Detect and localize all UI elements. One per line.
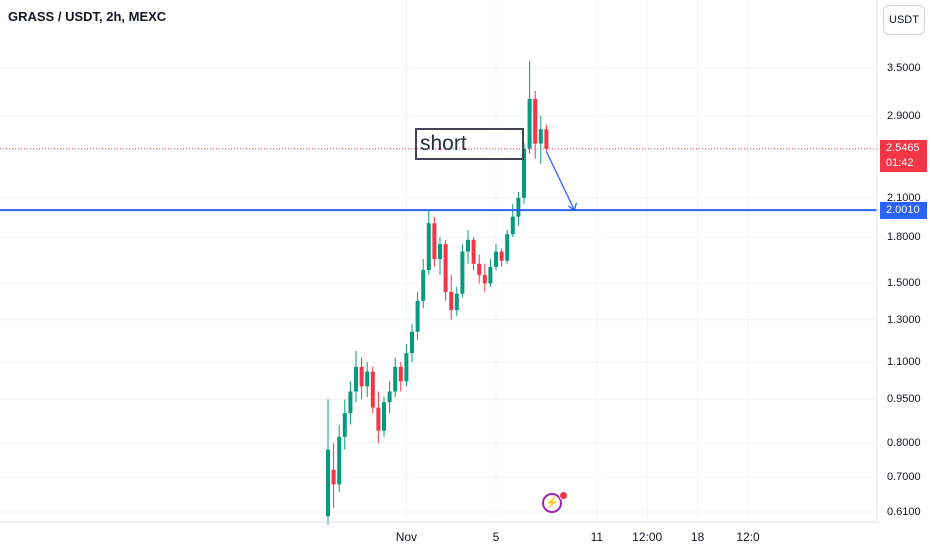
candle-body (382, 402, 386, 431)
short-annotation-box[interactable]: short (415, 128, 524, 160)
candle-body (488, 266, 493, 284)
candlesticks (326, 60, 549, 525)
candle-body (376, 407, 381, 431)
candle-body (415, 300, 420, 332)
time-tick-label: 12:00 (632, 530, 663, 544)
chart-grid (0, 0, 877, 522)
candle-body (365, 371, 370, 387)
arrow-head (568, 202, 578, 212)
countdown-label: 01:42 (886, 157, 914, 169)
time-tick-label: Nov (395, 530, 418, 544)
candle-body (354, 366, 358, 392)
candle-body (454, 293, 459, 311)
candle-body (410, 331, 414, 354)
candle-body (348, 391, 353, 414)
notification-dot (559, 491, 568, 500)
time-tick-label: 18 (690, 530, 705, 544)
price-tick-label: 3.5000 (887, 62, 921, 74)
candle-body (510, 216, 515, 235)
lightning-icon[interactable]: ⚡ (542, 493, 562, 513)
candle-body (516, 197, 521, 217)
candle-body (494, 251, 498, 267)
candle-body (449, 291, 454, 311)
candle-body (544, 129, 549, 149)
candle-body (471, 239, 476, 264)
price-tick-label: 0.7000 (887, 471, 921, 484)
candle-body (398, 366, 403, 382)
candle-body (359, 366, 364, 387)
candle-body (505, 234, 510, 261)
price-tick-label: 1.8000 (887, 230, 921, 243)
candle-body (404, 353, 409, 382)
candle-body (326, 449, 330, 517)
candle-body (421, 270, 426, 301)
candle-body (432, 223, 437, 260)
price-tick-label: 1.1000 (887, 356, 921, 369)
candle-body (482, 275, 487, 284)
symbol-title[interactable]: GRASS / USDT, 2h, MEXC (8, 9, 167, 24)
candle-body (443, 244, 448, 292)
candle-body (538, 129, 543, 144)
candle-body (393, 366, 398, 392)
candle-body (522, 148, 526, 198)
price-tick-label: 1.3000 (887, 313, 921, 326)
time-tick-label: 12:0 (736, 530, 760, 544)
price-tick-label: 1.5000 (887, 277, 921, 290)
candle-body (466, 239, 470, 252)
candle-body (337, 436, 342, 485)
horizontal-line-badge: 2.0010 (880, 202, 927, 219)
price-tick-label: 2.1000 (887, 191, 921, 204)
time-tick-label: 11 (590, 530, 604, 544)
candle-body (331, 469, 336, 485)
last-price-label: 2.5465 (886, 142, 920, 154)
trend-arrow (545, 151, 578, 212)
price-tick-label: 2.9000 (887, 109, 921, 122)
time-tick-label: 5 (492, 530, 500, 544)
candle-body (438, 244, 442, 260)
price-tick-label: 0.9500 (887, 393, 921, 406)
arrow-shaft (545, 151, 575, 211)
candle-body (499, 251, 504, 261)
candle-body (342, 413, 347, 437)
price-tick-label: 0.8000 (887, 437, 921, 450)
currency-button[interactable]: USDT (883, 5, 925, 35)
candle-body (527, 98, 532, 149)
price-tick-label: 0.6100 (887, 506, 921, 518)
last-price-badge: 2.5465 01:42 (880, 140, 927, 172)
candle-body (533, 98, 538, 144)
candle-body (477, 263, 482, 276)
candle-body (426, 223, 431, 271)
candle-body (460, 251, 465, 294)
candle-body (370, 371, 375, 408)
candle-body (387, 391, 392, 403)
